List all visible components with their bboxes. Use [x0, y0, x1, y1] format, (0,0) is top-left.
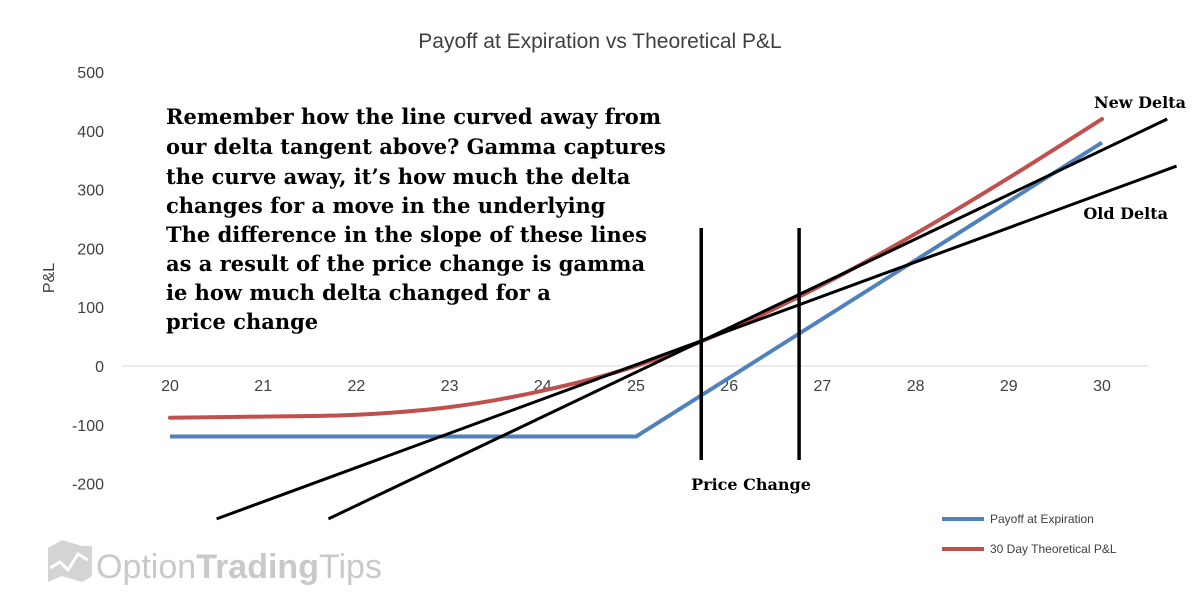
y-tick-label: 0 — [95, 359, 104, 376]
y-axis-ticks: 500 400 300 200 100 0 -100 -200 — [72, 65, 104, 494]
note-line: our delta tangent above? Gamma captures — [166, 134, 666, 159]
x-tick-label: 30 — [1093, 378, 1111, 395]
annotation-note: Remember how the line curved away from o… — [166, 104, 666, 334]
x-tick-label: 29 — [1000, 378, 1018, 395]
x-tick-label: 27 — [814, 378, 832, 395]
note-line: changes for a move in the underlying — [166, 193, 606, 218]
x-tick-label: 20 — [161, 378, 179, 395]
series-line-theoretical — [168, 117, 1104, 420]
series-layer — [168, 117, 1104, 439]
y-tick-label: 100 — [77, 300, 104, 317]
price-change-layer — [699, 228, 801, 460]
logo-icon — [48, 540, 92, 582]
series-line-payoff — [170, 140, 1104, 439]
legend-label-theoretical: 30 Day Theoretical P&L — [990, 542, 1117, 556]
price-change-label: Price Change — [691, 475, 811, 494]
note-line: the curve away, it’s how much the delta — [166, 164, 631, 189]
y-tick-label: 300 — [77, 183, 104, 200]
y-tick-label: 500 — [77, 65, 104, 82]
note-line: price change — [166, 309, 318, 334]
x-tick-label: 23 — [441, 378, 459, 395]
new-delta-label: New Delta — [1094, 93, 1186, 112]
y-axis-label: P&L — [41, 263, 58, 293]
watermark-logo: OptionTradingTips — [48, 540, 382, 586]
y-tick-label: -100 — [72, 418, 104, 435]
x-axis-ticks: 20 21 22 23 24 25 26 27 28 29 30 — [161, 378, 1111, 395]
watermark-text: OptionTradingTips — [96, 548, 382, 586]
legend-label-payoff: Payoff at Expiration — [990, 512, 1094, 526]
y-tick-label: 200 — [77, 241, 104, 258]
note-line: ie how much delta changed for a — [166, 280, 551, 305]
tangent-line — [327, 117, 1168, 521]
chart-title: Payoff at Expiration vs Theoretical P&L — [418, 30, 781, 53]
x-tick-label: 28 — [907, 378, 925, 395]
note-line: The difference in the slope of these lin… — [166, 222, 647, 247]
x-tick-label: 25 — [627, 378, 645, 395]
x-tick-label: 21 — [254, 378, 272, 395]
tangent-layer — [216, 117, 1178, 521]
old-delta-label: Old Delta — [1083, 204, 1168, 223]
y-tick-label: 400 — [77, 124, 104, 141]
note-line: Remember how the line curved away from — [166, 104, 661, 129]
y-tick-label: -200 — [72, 477, 104, 494]
note-line: as a result of the price change is gamma — [166, 251, 645, 276]
logo-chart-icon — [49, 551, 89, 573]
x-tick-label: 22 — [348, 378, 366, 395]
legend: Payoff at Expiration 30 Day Theoretical … — [942, 512, 1117, 556]
